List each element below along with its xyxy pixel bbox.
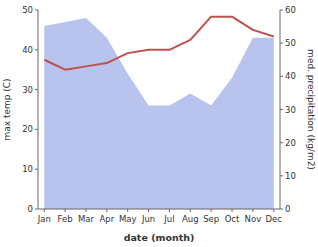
y2-tick-label: 20	[285, 138, 296, 148]
x-tick	[127, 209, 128, 212]
y2-tick-label: 10	[285, 171, 296, 181]
x-tick-label: Oct	[225, 214, 240, 224]
chart-container: JanFebMarAprMayJunJulAugSepOctNovDec0102…	[0, 0, 318, 247]
y2-tick	[280, 10, 283, 11]
y2-tick	[280, 43, 283, 44]
y2-tick-label: 0	[285, 204, 290, 214]
y-tick	[35, 209, 38, 210]
y2-tick	[280, 175, 283, 176]
x-tick	[44, 209, 45, 212]
x-tick	[211, 209, 212, 212]
y2-axis-label: med. precipitation (kg/m2)	[306, 49, 316, 170]
chart-svg: JanFebMarAprMayJunJulAugSepOctNovDec0102…	[0, 0, 318, 247]
x-tick-label: Sep	[203, 214, 219, 224]
x-tick-label: Jul	[163, 214, 174, 224]
y-tick	[35, 49, 38, 50]
x-tick-label: Dec	[266, 214, 283, 224]
y2-tick	[280, 209, 283, 210]
y-tick-label: 0	[28, 204, 33, 214]
y-tick-label: 20	[22, 124, 33, 134]
y-axis-label: max temp (C)	[2, 78, 12, 140]
x-axis-label: date (month)	[124, 232, 195, 243]
x-tick	[273, 209, 274, 212]
precipitation-area	[44, 18, 273, 209]
x-tick-label: Jan	[37, 214, 51, 224]
y2-tick-label: 50	[285, 38, 296, 48]
x-tick-label: Aug	[182, 214, 199, 224]
x-tick	[85, 209, 86, 212]
x-tick	[252, 209, 253, 212]
y-tick-label: 30	[22, 85, 33, 95]
x-tick	[65, 209, 66, 212]
x-tick	[190, 209, 191, 212]
y-tick	[35, 129, 38, 130]
y2-tick	[280, 142, 283, 143]
y-tick	[35, 10, 38, 11]
y2-tick-label: 60	[285, 5, 296, 15]
x-tick-label: Feb	[58, 214, 73, 224]
y-tick-label: 40	[22, 45, 33, 55]
y2-tick	[280, 109, 283, 110]
x-tick-label: Jun	[141, 214, 155, 224]
x-tick	[169, 209, 170, 212]
x-tick	[106, 209, 107, 212]
x-tick	[148, 209, 149, 212]
x-axis-line	[38, 209, 280, 210]
x-tick-label: Mar	[78, 214, 95, 224]
y-tick	[35, 169, 38, 170]
y-tick-label: 50	[22, 5, 33, 15]
y-tick	[35, 89, 38, 90]
x-tick-label: Apr	[99, 214, 114, 224]
y-tick-label: 10	[22, 164, 33, 174]
plot-area	[44, 17, 273, 209]
x-tick-label: Nov	[245, 214, 262, 224]
y-axis-line	[38, 10, 39, 209]
y2-tick-label: 30	[285, 105, 296, 115]
temperature-line	[44, 17, 273, 70]
y2-tick-label: 40	[285, 71, 296, 81]
x-tick	[232, 209, 233, 212]
x-tick-label: May	[119, 214, 137, 224]
y2-tick	[280, 76, 283, 77]
